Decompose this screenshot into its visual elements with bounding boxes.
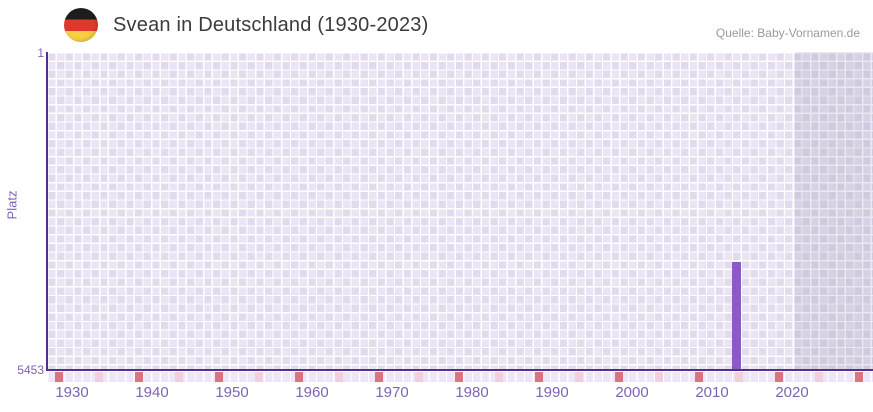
major-tick-1980 — [454, 372, 464, 382]
x-axis-line — [46, 369, 873, 371]
year-tick-strip — [47, 372, 873, 382]
major-tick-2000 — [614, 372, 624, 382]
minor-tick-2025 — [814, 372, 824, 382]
major-tick-1990 — [534, 372, 544, 382]
chart-header: Svean in Deutschland (1930-2023) — [64, 8, 429, 42]
x-tick-label-1970: 1970 — [375, 384, 409, 401]
minor-tick-1935 — [94, 372, 104, 382]
major-tick-2030 — [854, 372, 864, 382]
y-axis-line — [46, 52, 48, 370]
plot-area — [47, 52, 873, 370]
x-tick-label-1990: 1990 — [535, 384, 569, 401]
y-tick-label-best: 1 — [37, 46, 44, 60]
major-tick-2010 — [694, 372, 704, 382]
x-tick-label-1940: 1940 — [135, 384, 169, 401]
major-tick-2020 — [774, 372, 784, 382]
minor-tick-1985 — [494, 372, 504, 382]
x-tick-label-2000: 2000 — [615, 384, 649, 401]
minor-tick-1995 — [574, 372, 584, 382]
rank-bar-2013[interactable] — [731, 261, 741, 369]
minor-tick-1975 — [414, 372, 424, 382]
x-tick-label-1950: 1950 — [215, 384, 249, 401]
minor-tick-1965 — [334, 372, 344, 382]
major-tick-1960 — [294, 372, 304, 382]
minor-tick-2005 — [654, 372, 664, 382]
no-data-region — [795, 52, 873, 370]
minor-tick-1945 — [174, 372, 184, 382]
major-tick-1970 — [374, 372, 384, 382]
x-tick-label-1930: 1930 — [55, 384, 89, 401]
source-credit: Quelle: Baby-Vornamen.de — [715, 26, 860, 40]
y-tick-label-worst: 5453 — [17, 363, 44, 377]
german-flag-icon — [64, 8, 98, 42]
major-tick-1930 — [54, 372, 64, 382]
major-tick-1940 — [134, 372, 144, 382]
y-axis-title: Platz — [4, 190, 20, 220]
minor-tick-1955 — [254, 372, 264, 382]
minor-tick-2015 — [734, 372, 744, 382]
x-tick-label-1980: 1980 — [455, 384, 489, 401]
x-tick-label-1960: 1960 — [295, 384, 329, 401]
page-title: Svean in Deutschland (1930-2023) — [113, 13, 429, 36]
x-axis-labels: 1930 1940 1950 1960 1970 1980 1990 2000 2010 2020 — [0, 384, 873, 402]
major-tick-1950 — [214, 372, 224, 382]
x-tick-label-2020: 2020 — [775, 384, 809, 401]
x-tick-label-2010: 2010 — [695, 384, 729, 401]
